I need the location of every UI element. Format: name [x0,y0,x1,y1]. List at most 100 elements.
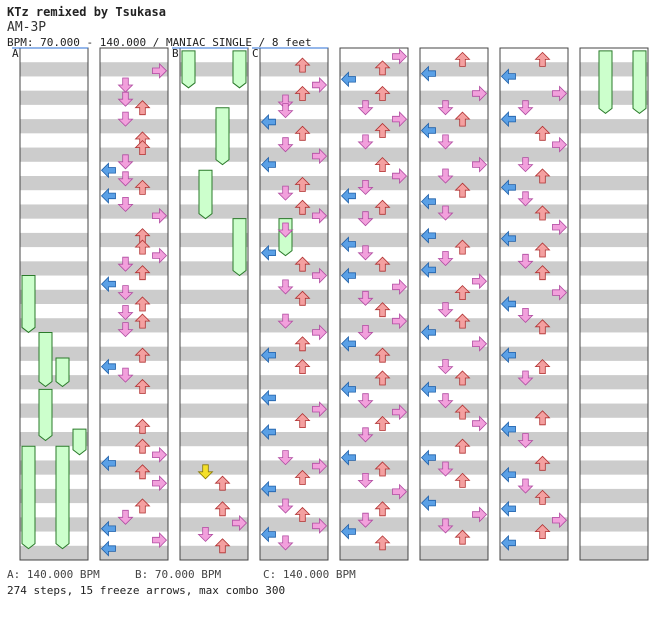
step-arrow-up [534,455,551,471]
step-arrow-up [454,51,471,67]
step-arrow-up [534,125,551,141]
freeze-arrow [232,218,247,277]
step-arrow-up [534,242,551,258]
step-arrow-up [374,256,391,272]
step-arrow-up [214,538,231,554]
step-arrow-down [437,302,454,318]
freeze-arrow [21,275,36,334]
bpm-legend: A: 140.000 BPM B: 70.000 BPM C: 140.000 BP… [7,568,356,581]
step-arrow-up [454,285,471,300]
step-arrow-right [152,446,168,463]
bpm-legend-a: A: 140.000 BPM [7,568,100,581]
step-arrow-left [420,227,436,244]
step-arrow-up [454,472,471,488]
step-arrow-right [392,278,408,295]
step-arrow-left [340,71,356,88]
step-arrow-down [357,427,374,443]
song-title: KTz remixed by Tsukasa [7,5,166,19]
freeze-arrow [632,50,647,115]
step-arrow-up [374,122,391,138]
step-arrow-down [117,91,134,107]
bpm-legend-c: C: 140.000 BPM [263,568,356,581]
step-arrow-right [552,219,568,236]
step-arrow-left [500,230,516,247]
step-arrow-up [534,524,551,539]
step-arrow-down [277,94,294,110]
step-arrow-right [552,136,568,153]
chart-column-8 [579,47,649,561]
freeze-arrow [181,50,196,89]
step-arrow-up [294,57,311,73]
chart-column-5 [339,47,409,561]
step-arrow-left [500,296,516,312]
step-arrow-right [312,77,328,93]
freeze-arrow [38,331,53,388]
step-arrow-up [454,182,471,198]
step-arrow-left [420,495,436,512]
step-arrow-up [454,239,471,255]
step-arrow-up [374,157,391,172]
bpm-marker-b: B [172,47,179,60]
step-arrow-right [472,335,488,352]
song-artist: AM-3P [7,20,47,35]
step-arrow-down [357,100,374,116]
freeze-arrow [55,357,70,388]
step-arrow-up [134,313,151,329]
step-arrow-right [472,273,488,290]
step-arrow-up [534,205,551,221]
step-arrow-left [340,335,356,352]
step-arrow-left [340,187,356,204]
step-arrow-up [534,51,551,67]
chart-column-4 [259,47,329,561]
step-arrow-left [260,389,276,406]
step-arrow-up [534,359,551,374]
step-chart: A B C [12,47,649,561]
step-arrow-right [552,85,568,102]
chart-info: BPM: 70.000 - 140.000 / MANIAC SINGLE / … [7,36,312,49]
step-arrow-left [260,347,276,364]
song-header: KTz remixed by Tsukasa AM-3P BPM: 70.000… [7,4,312,49]
step-arrow-up [294,256,311,272]
bpm-marker-a: A [12,47,19,60]
step-arrow-left [340,267,356,284]
step-arrow-right [552,512,568,529]
step-arrow-up [294,176,311,192]
step-arrow-up [454,438,471,454]
step-arrow-down [117,77,134,93]
step-arrow-right [152,247,168,264]
step-arrow-left [100,540,116,557]
step-arrow-down [117,285,134,301]
step-arrow-left [100,187,116,204]
step-arrow-right [312,458,328,475]
step-arrow-up [374,370,391,386]
step-arrow-down [117,322,134,338]
step-arrow-up [214,475,231,491]
step-arrow-right [472,415,488,432]
step-arrow-down [277,137,294,153]
step-arrow-down [517,157,534,173]
step-arrow-left [100,358,116,375]
step-arrow-down [277,279,294,295]
step-arrow-up [134,140,151,155]
step-arrow-up [294,125,311,141]
step-arrow-down [437,168,454,184]
step-arrow-down [197,527,214,542]
step-arrow-right [472,85,488,102]
step-arrow-left [340,236,356,253]
step-arrow-down [437,134,454,150]
step-arrow-left [420,193,436,210]
step-arrow-up [294,413,311,428]
freeze-arrow [598,50,613,115]
step-arrow-down [517,308,534,323]
step-arrow-down [437,393,454,409]
step-arrow-up [134,265,151,281]
step-arrow-down [277,222,294,238]
step-arrow-down [517,253,534,269]
step-arrow-up [134,438,151,454]
freeze-arrow [232,50,247,89]
step-arrow-down [357,211,374,227]
step-arrow-down [117,509,134,525]
step-arrow-right [152,207,168,224]
step-arrow-right [312,267,328,284]
step-arrow-up [294,290,311,306]
